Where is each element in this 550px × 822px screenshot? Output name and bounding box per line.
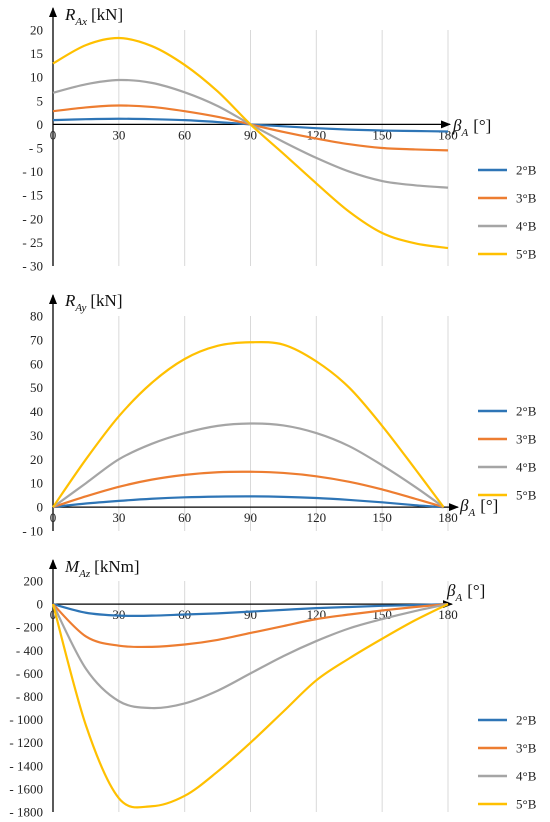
- y-tick-label: 5: [37, 93, 44, 108]
- y-tick-label: 15: [30, 46, 43, 61]
- y-tick-label: 0: [37, 500, 44, 515]
- series-line-2b: [52, 495, 444, 509]
- series-line-3b: [52, 603, 449, 649]
- x-axis-label: βA [°]: [452, 116, 491, 139]
- y-tick-label: 20: [30, 452, 43, 467]
- series-line-4b: [52, 422, 445, 509]
- y-tick-label: 200: [24, 574, 44, 589]
- y-tick-label: 60: [30, 356, 43, 371]
- legend-label: 3°B: [516, 741, 537, 756]
- y-tick-label: - 1600: [9, 781, 43, 796]
- y-tick-label: - 20: [22, 211, 43, 226]
- y-tick-label: - 200: [16, 620, 43, 635]
- legend-label: 3°B: [516, 432, 537, 447]
- x-tick-label: 60: [178, 127, 191, 142]
- y-tick-label: - 800: [16, 689, 43, 704]
- y-tick-label: - 25: [22, 235, 43, 250]
- legend-label: 3°B: [516, 191, 537, 206]
- legend-label: 2°B: [516, 404, 537, 419]
- y-tick-label: 80: [30, 309, 43, 324]
- chart-3: 200 0 - 200 - 400 - 600 - 800 - 1000 - 1200 - 14…: [9, 557, 536, 820]
- y-axis-label: MAz [kNm]: [64, 557, 140, 580]
- x-tick-label: 60: [178, 510, 191, 525]
- x-tick-label: 0: [50, 510, 57, 525]
- legend-label: 2°B: [516, 713, 537, 728]
- y-tick-label: 20: [30, 23, 43, 38]
- x-tick-label: 30: [112, 510, 125, 525]
- series-line-3b: [52, 470, 444, 509]
- x-tick-label: 180: [438, 510, 458, 525]
- y-tick-label: - 5: [29, 141, 43, 156]
- x-tick-label: 90: [244, 510, 257, 525]
- y-tick-label: 10: [30, 70, 43, 85]
- y-tick-label: - 1000: [9, 712, 43, 727]
- x-tick-label: 0: [50, 607, 57, 622]
- legend-label: 5°B: [516, 488, 537, 503]
- series-line-5b: [52, 36, 449, 250]
- y-tick-label: 30: [30, 428, 43, 443]
- y-tick-label: - 10: [22, 164, 43, 179]
- legend-label: 4°B: [516, 460, 537, 475]
- y-tick-label: 70: [30, 332, 43, 347]
- y-tick-label: - 15: [22, 188, 43, 203]
- chart-2: 80 70 60 50 40 30 20 10 0 - 10 0 30 60 90 120 150 180 RAy…: [22, 291, 536, 539]
- series-line-5b: [51, 603, 449, 809]
- legend-label: 4°B: [516, 219, 537, 234]
- y-tick-label: 0: [37, 597, 44, 612]
- series-line-5b: [52, 341, 445, 508]
- x-tick-label: 90: [244, 127, 257, 142]
- x-tick-label: 180: [438, 607, 458, 622]
- y-tick-label: - 10: [22, 524, 43, 539]
- x-axis-label: βA [°]: [459, 496, 498, 519]
- legend-label: 5°B: [516, 797, 537, 812]
- y-tick-label: - 400: [16, 643, 43, 658]
- legend-label: 5°B: [516, 247, 537, 262]
- x-tick-label: 30: [112, 127, 125, 142]
- legend-label: 4°B: [516, 769, 537, 784]
- y-tick-label: 10: [30, 476, 43, 491]
- legend-label: 2°B: [516, 163, 537, 178]
- y-tick-label: - 1200: [9, 735, 43, 750]
- y-tick-label: - 1800: [9, 805, 43, 820]
- series-line-2b: [52, 603, 449, 618]
- y-tick-label: - 30: [22, 259, 43, 274]
- x-axis-label: βA [°]: [446, 581, 485, 604]
- y-tick-label: - 1400: [9, 758, 43, 773]
- x-tick-label: 0: [50, 127, 57, 142]
- x-tick-label: 150: [372, 510, 392, 525]
- y-tick-label: 40: [30, 404, 43, 419]
- x-tick-label: 90: [244, 607, 257, 622]
- y-tick-label: 50: [30, 380, 43, 395]
- y-tick-label: 0: [37, 117, 44, 132]
- y-axis-label: RAy [kN]: [64, 291, 123, 314]
- y-axis-label: RAx [kN]: [64, 5, 123, 28]
- series-line-4b: [52, 603, 449, 710]
- x-tick-label: 120: [307, 510, 327, 525]
- y-tick-label: - 600: [16, 666, 43, 681]
